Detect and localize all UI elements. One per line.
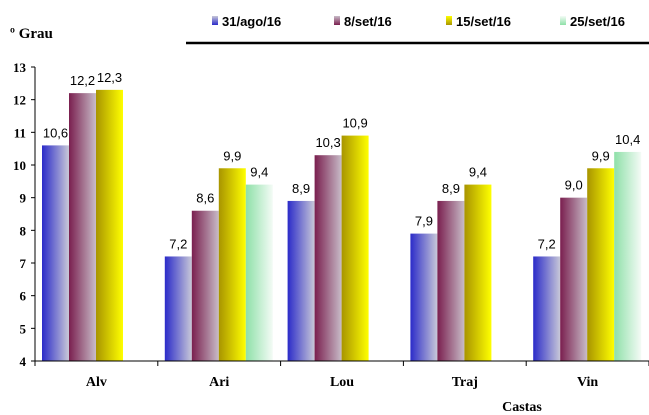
legend-swatch xyxy=(446,16,452,25)
bar-alv-series-3 xyxy=(96,89,123,361)
legend-swatch xyxy=(334,16,340,25)
data-labels: 10,6 12,2 12,3 7,2 8,6 9,9 9,4 8,9 10,310,9 7,9 8,… xyxy=(43,70,641,252)
y-tick-label: 4 xyxy=(20,354,27,369)
bar-traj-series-1 xyxy=(410,233,438,361)
legend-label: 8/set/16 xyxy=(344,14,392,29)
bar-vin-series-3 xyxy=(587,168,615,361)
x-axis: Alv Ari Lou Traj Vin xyxy=(34,360,649,390)
y-tick-label: 5 xyxy=(20,321,27,336)
data-label: 10,3 xyxy=(315,135,340,150)
bar-vin-series-2 xyxy=(560,197,588,361)
legend-label: 31/ago/16 xyxy=(222,14,281,29)
data-label: 9,4 xyxy=(250,165,268,180)
data-label: 9,4 xyxy=(469,165,487,180)
bar-vin-series-4 xyxy=(614,151,642,361)
data-label: 7,9 xyxy=(415,214,433,229)
data-label: 8,9 xyxy=(292,181,310,196)
bars xyxy=(42,89,642,361)
legend-swatch xyxy=(560,16,566,25)
bar-ari-series-4 xyxy=(245,184,273,361)
x-tick-label-vin: Vin xyxy=(577,375,598,390)
y-axis: 4 5 6 7 8 9 10 11 12 13 xyxy=(13,60,36,369)
data-label: 12,3 xyxy=(97,70,122,85)
bar-vin-series-1 xyxy=(533,256,561,361)
x-tick-label-alv: Alv xyxy=(86,375,107,390)
data-label: 8,6 xyxy=(196,191,214,206)
x-axis-title: Castas xyxy=(502,400,542,415)
data-label: 7,2 xyxy=(538,236,556,251)
y-tick-label: 13 xyxy=(13,60,27,75)
data-label: 10,4 xyxy=(615,132,640,147)
data-label: 7,2 xyxy=(169,236,187,251)
legend-swatch xyxy=(212,16,218,25)
bar-alv-series-1 xyxy=(42,145,69,361)
bar-traj-series-3 xyxy=(464,184,492,361)
data-label: 8,9 xyxy=(442,181,460,196)
bar-lou-series-3 xyxy=(341,135,369,361)
legend-label: 25/set/16 xyxy=(570,14,625,29)
data-label: 12,2 xyxy=(70,73,95,88)
bar-lou-series-2 xyxy=(314,155,342,361)
x-tick-label-ari: Ari xyxy=(209,375,229,390)
x-tick-label-traj: Traj xyxy=(452,375,478,390)
y-tick-label: 6 xyxy=(20,289,27,304)
y-tick-label: 7 xyxy=(20,256,27,271)
legend: 31/ago/16 8/set/16 15/set/16 25/set/16 xyxy=(212,14,625,29)
y-axis-title: º Grau xyxy=(10,26,53,42)
bar-ari-series-3 xyxy=(218,168,246,361)
bar-ari-series-1 xyxy=(164,256,192,361)
bar-lou-series-1 xyxy=(287,200,315,361)
data-label: 9,9 xyxy=(223,148,241,163)
bar-alv-series-2 xyxy=(69,93,96,361)
x-tick-label-lou: Lou xyxy=(330,375,354,390)
y-tick-label: 11 xyxy=(14,125,26,140)
bar-ari-series-2 xyxy=(191,210,219,361)
bar-traj-series-2 xyxy=(437,200,465,361)
y-tick-label: 12 xyxy=(13,93,26,108)
data-label: 9,9 xyxy=(592,148,610,163)
y-tick-label: 10 xyxy=(13,158,26,173)
data-label: 9,0 xyxy=(565,178,583,193)
data-label: 10,9 xyxy=(342,116,367,131)
y-tick-label: 9 xyxy=(20,191,27,206)
y-tick-label: 8 xyxy=(20,223,27,238)
data-label: 10,6 xyxy=(43,125,68,140)
legend-label: 15/set/16 xyxy=(456,14,511,29)
